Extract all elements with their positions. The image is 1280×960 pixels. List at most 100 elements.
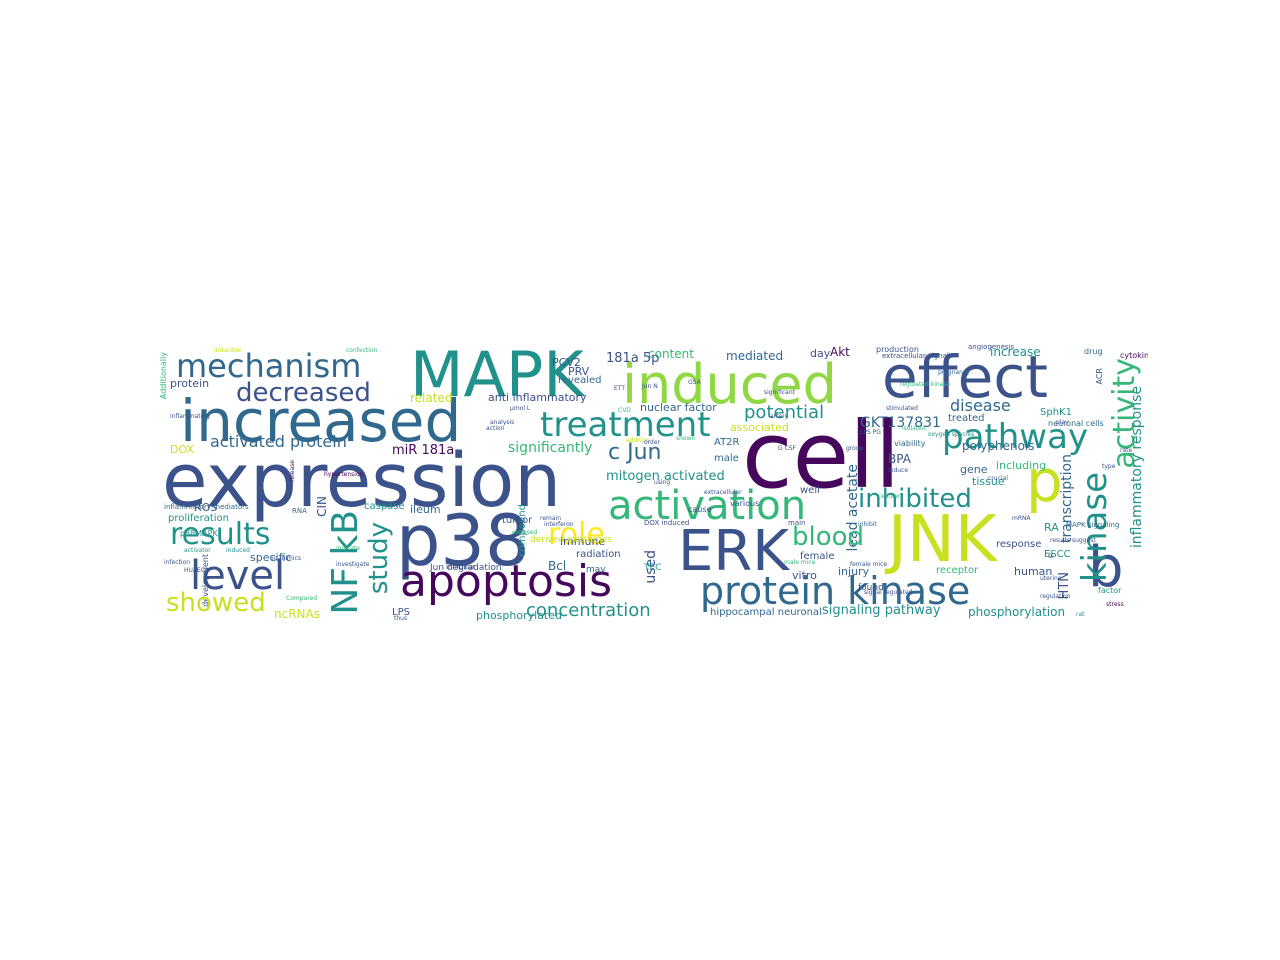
word: caspase [364, 501, 405, 512]
word: activated protein [210, 432, 347, 451]
word: various [730, 499, 760, 508]
word: showed [166, 588, 266, 618]
word: Jun degradation [430, 563, 502, 573]
word: LPS [392, 607, 410, 618]
word: induce [888, 467, 909, 474]
word: increase [990, 345, 1041, 359]
word: viability [894, 439, 926, 448]
word: HUAECs [184, 567, 209, 574]
word: ncRNAs [274, 607, 320, 621]
word: TEC [644, 563, 662, 573]
word: induced [622, 353, 837, 416]
word: mechanism [176, 347, 362, 385]
word: induced [226, 547, 250, 554]
word: μmol L [510, 405, 531, 412]
word: b [1088, 535, 1124, 600]
word: artery [770, 413, 789, 420]
word: uterine [1040, 575, 1062, 582]
word: day [810, 347, 831, 360]
word: cell [742, 402, 901, 509]
word: investigate [336, 561, 370, 568]
word: hippocampal neuronal [710, 607, 822, 618]
word: thus [394, 615, 408, 622]
word: receptor [936, 565, 979, 576]
word: well [800, 485, 820, 496]
word: JNK [888, 503, 997, 577]
word: effect [882, 344, 1048, 411]
word: CVD [618, 407, 631, 414]
word: protein [170, 377, 210, 390]
word: stress [1106, 601, 1124, 608]
word: ROS [194, 501, 218, 514]
word: polyphenols [962, 439, 1035, 453]
word: role [548, 517, 605, 552]
word: specific [250, 551, 292, 564]
word: drug [1084, 347, 1103, 356]
word: inducible [214, 347, 242, 354]
word: regulation [1040, 593, 1071, 600]
word: injury [838, 565, 870, 578]
word: inhibited [858, 484, 972, 514]
word: activator [184, 547, 211, 554]
word: phosphorylation [968, 605, 1066, 619]
word: Jun N [642, 383, 658, 390]
word: apoptosis [400, 556, 612, 607]
word: found [858, 583, 884, 593]
word: immune [560, 535, 606, 548]
word: revealed [558, 375, 602, 386]
word: α [1048, 551, 1054, 560]
word: content [648, 347, 694, 361]
word: infection [164, 559, 191, 566]
word: c Jun [608, 440, 662, 465]
word: neuronal cells [1048, 419, 1104, 428]
word: ETT [614, 385, 626, 392]
word: MAPK signaling [1066, 521, 1120, 529]
word: activation [608, 483, 807, 529]
word: cytokine [1120, 351, 1148, 360]
word: radiation [576, 549, 621, 560]
word: protein kinase [700, 569, 971, 613]
word: mRNA [1012, 515, 1031, 522]
word: tissue [972, 475, 1005, 488]
word: including [996, 459, 1047, 472]
word: RNA [292, 507, 307, 515]
word: rate [1120, 447, 1133, 454]
word: main [788, 519, 806, 527]
word: ileum [410, 503, 441, 516]
word: p [1026, 447, 1063, 515]
word: MAPK [410, 344, 584, 411]
word: G CSF [778, 445, 797, 452]
word: miR 181a [392, 443, 455, 458]
word: response [996, 539, 1042, 550]
word: disease [950, 396, 1011, 415]
word: concentration [526, 600, 651, 621]
word: type [1102, 463, 1116, 470]
word: level [190, 553, 286, 599]
word: potential [744, 402, 825, 423]
word: treated [948, 413, 985, 424]
word: increased [180, 387, 462, 455]
word: 181a 5p [606, 351, 660, 366]
word: p38MAPK [180, 529, 218, 538]
word: PCV2 [552, 356, 581, 369]
word: shown [676, 435, 696, 442]
word: exposed [512, 529, 538, 536]
word: Compared [286, 595, 318, 602]
word: significant [764, 389, 795, 396]
word: male [714, 453, 739, 464]
word: LPS PG [860, 429, 881, 436]
word: stimulated [886, 405, 918, 412]
word: GSA [688, 379, 701, 386]
word: crucial [988, 475, 1008, 482]
word: proliferation [168, 513, 229, 524]
word: decreased [236, 378, 371, 408]
word: group [846, 445, 864, 452]
word: derived exosomes [530, 535, 613, 545]
word-cloud: cell expression MAPK p38 induced effect … [160, 344, 1148, 624]
word: phosphorylated [476, 609, 562, 622]
word: female [800, 551, 835, 562]
word: study [364, 522, 394, 595]
word: tumor [502, 515, 533, 526]
word: extracellular signal [882, 352, 949, 360]
word: Akt [830, 345, 850, 359]
